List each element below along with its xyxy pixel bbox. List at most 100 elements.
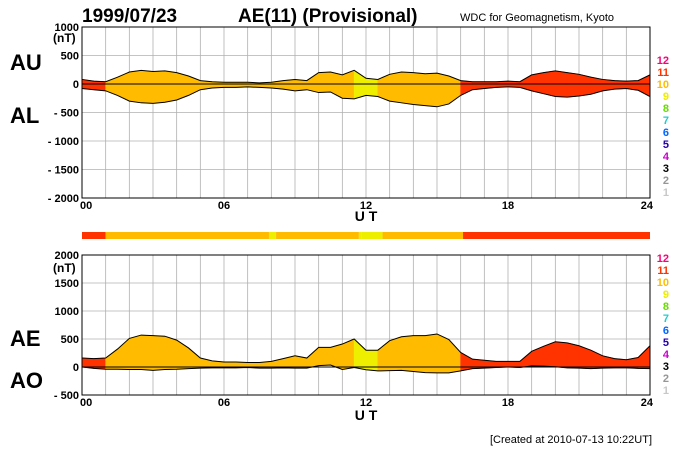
level-scale-label: 3 bbox=[663, 163, 669, 175]
area-segment bbox=[436, 72, 450, 108]
area-segment bbox=[460, 80, 473, 96]
area-segment bbox=[448, 338, 461, 374]
area-segment bbox=[318, 347, 331, 366]
area-segment bbox=[140, 334, 154, 371]
source-label: WDC for Geomagnetism, Kyoto bbox=[460, 12, 614, 24]
x-tick-label: 06 bbox=[218, 397, 230, 409]
activity-segment bbox=[82, 232, 106, 239]
au-al-frame bbox=[81, 26, 651, 199]
au-al-y-ticks: 1000 500 0 - 500 - 1000 - 1500 - 2000 bbox=[48, 22, 79, 205]
area-segment bbox=[389, 71, 402, 104]
y-tick-label: - 500 bbox=[54, 390, 79, 402]
level-scale-label: 7 bbox=[663, 115, 669, 127]
area-segment bbox=[353, 338, 367, 371]
x-tick-label: 12 bbox=[360, 200, 372, 212]
area-segment bbox=[578, 73, 592, 97]
y-tick-label: - 1000 bbox=[48, 136, 79, 148]
level-scale-label: 4 bbox=[663, 151, 670, 163]
area-segment bbox=[93, 357, 106, 370]
area-segment bbox=[318, 71, 331, 93]
level-scale-label: 8 bbox=[663, 301, 669, 313]
area-segment bbox=[140, 69, 154, 104]
area-segment bbox=[152, 70, 166, 104]
area-segment bbox=[401, 71, 414, 105]
level-scale-label: 2 bbox=[663, 175, 669, 187]
area-segment bbox=[365, 349, 379, 372]
y-tick-label: 1500 bbox=[55, 278, 79, 290]
ae-ao-y-ticks: 2000 1500 1000 500 0 - 500 bbox=[54, 250, 79, 402]
x-tick-label: 18 bbox=[502, 200, 514, 212]
series-line-au bbox=[81, 69, 651, 84]
x-tick-label: 06 bbox=[218, 200, 230, 212]
y-tick-label: - 500 bbox=[54, 108, 79, 120]
x-tick-label: 00 bbox=[80, 397, 92, 409]
area-segment bbox=[365, 77, 379, 97]
level-scale-label: 3 bbox=[663, 361, 669, 373]
level-scale-label: 10 bbox=[657, 79, 669, 91]
y-tick-label: 500 bbox=[61, 51, 79, 63]
area-segment bbox=[614, 80, 627, 90]
ae-ao-frame bbox=[81, 254, 651, 396]
level-scale-label: 2 bbox=[663, 373, 669, 385]
activity-segment bbox=[361, 232, 383, 239]
level-scale-label: 6 bbox=[663, 325, 669, 337]
activity-level-bar bbox=[82, 232, 650, 239]
index-title: AE(11) (Provisional) bbox=[238, 6, 418, 27]
area-segment bbox=[129, 69, 142, 104]
y-tick-label: 1000 bbox=[55, 22, 79, 34]
y-tick-label: - 2000 bbox=[48, 193, 79, 205]
level-scale-label: 8 bbox=[663, 103, 669, 115]
area-segment bbox=[424, 72, 438, 108]
ao-label: AO bbox=[10, 368, 43, 393]
area-segment bbox=[223, 81, 237, 88]
area-segment bbox=[566, 72, 580, 98]
ae-ao-xlabel: U T bbox=[355, 407, 378, 423]
au-al-grid bbox=[82, 27, 650, 198]
level-scale-label: 9 bbox=[663, 91, 669, 103]
series-line-ae bbox=[81, 333, 651, 364]
area-segment bbox=[164, 70, 177, 103]
y-tick-label: - 1500 bbox=[48, 165, 79, 177]
level-scale-label: 4 bbox=[663, 349, 670, 361]
area-segment bbox=[306, 72, 319, 93]
activity-segment bbox=[276, 232, 359, 239]
level-scale-label: 1 bbox=[663, 385, 669, 397]
x-tick-label: 12 bbox=[360, 397, 372, 409]
au-label: AU bbox=[10, 50, 42, 75]
area-segment bbox=[164, 335, 177, 370]
area-segment bbox=[105, 348, 118, 370]
x-tick-label: 24 bbox=[641, 397, 654, 409]
y-tick-label: 0 bbox=[73, 79, 79, 91]
area-segment bbox=[555, 341, 568, 369]
area-segment bbox=[188, 347, 201, 369]
area-segment bbox=[566, 342, 580, 369]
y-tick-label: 0 bbox=[73, 362, 79, 374]
x-tick-label: 18 bbox=[502, 397, 514, 409]
level-scale-label: 1 bbox=[663, 187, 669, 199]
ae-ao-unit: (nT) bbox=[53, 261, 76, 275]
level-scale-label: 12 bbox=[657, 253, 669, 265]
activity-segment bbox=[358, 232, 362, 239]
ae-label: AE bbox=[10, 326, 41, 351]
level-scale-label: 11 bbox=[657, 265, 669, 277]
area-segment bbox=[531, 72, 544, 95]
area-segment bbox=[413, 72, 426, 106]
au-al-series-lines bbox=[81, 69, 651, 108]
area-segment bbox=[294, 79, 308, 92]
level-scale-label: 6 bbox=[663, 127, 669, 139]
activity-segment bbox=[463, 232, 650, 239]
activity-segment bbox=[268, 232, 277, 239]
y-tick-label: 500 bbox=[61, 334, 79, 346]
y-tick-label: 1000 bbox=[55, 306, 79, 318]
area-segment bbox=[330, 71, 343, 99]
level-scale-label: 5 bbox=[663, 337, 669, 349]
area-segment bbox=[389, 336, 402, 371]
au-al-unit: (nT) bbox=[53, 31, 76, 45]
level-scale-label: 9 bbox=[663, 289, 669, 301]
al-label: AL bbox=[10, 103, 39, 128]
level-scale-label: 12 bbox=[657, 55, 669, 67]
